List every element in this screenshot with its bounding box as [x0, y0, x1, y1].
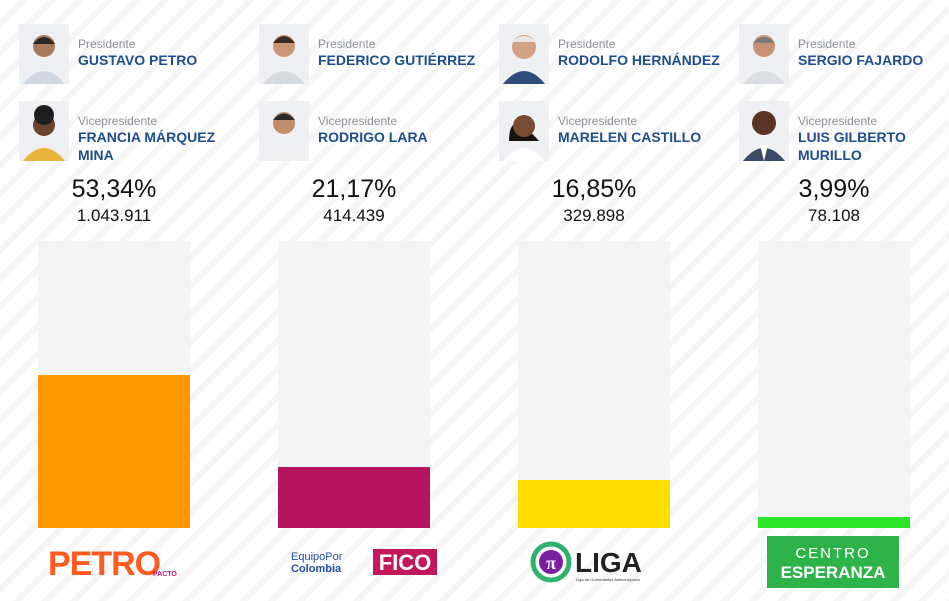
vice-president-role-label: Vicepresidente	[78, 114, 158, 128]
percentage-label: 16,85%	[551, 175, 637, 203]
percentage-label: 21,17%	[311, 175, 397, 203]
liga-logo: π LIGA Liga de Gobernantes Anticorrupció…	[500, 532, 700, 592]
vice-president-card: Vicepresidente LUIS GILBERTO MURILLO	[739, 101, 949, 163]
president-name: SERGIO FAJARDO	[798, 52, 924, 68]
candidate-column-liga: Presidente RODOLFO HERNÁNDEZ Vicepreside…	[480, 0, 720, 601]
vice-president-role-label: Vicepresidente	[318, 114, 398, 128]
vice-president-card: Vicepresidente FRANCIA MÁRQUEZ MINA	[19, 101, 239, 163]
bar-liga	[518, 479, 670, 528]
vice-president-role-label: Vicepresidente	[558, 114, 638, 128]
centro-esperanza-logo-line2: ESPERANZA	[781, 563, 886, 582]
centro-esperanza-logo-line1: CENTRO	[795, 545, 870, 562]
president-photo-avatar	[259, 24, 309, 84]
fico-logo-text: FICO	[379, 550, 432, 575]
vice-president-photo-avatar	[739, 101, 789, 161]
percentage-label: 53,34%	[71, 175, 157, 203]
liga-logo-symbol: π	[546, 553, 556, 573]
candidate-column-fico: Presidente FEDERICO GUTIÉRREZ Vicepresid…	[240, 0, 480, 601]
percentage-label: 3,99%	[798, 175, 870, 203]
petro-logo: PETRO PACTO	[20, 532, 220, 592]
fico-logo-line2: Colombia	[291, 563, 342, 575]
fico-logo-line1: EquipoPor	[291, 551, 343, 563]
bar-track	[278, 241, 430, 528]
vice-president-name: FRANCIA MÁRQUEZ MINA	[78, 129, 216, 163]
vice-president-name: LUIS GILBERTO MURILLO	[798, 129, 906, 163]
candidate-column-centro-esperanza: Presidente SERGIO FAJARDO Vicepresidente…	[720, 0, 949, 601]
bar-centro-esperanza	[758, 516, 910, 528]
liga-logo-small-text: Liga de Gobernantes Anticorrupción	[576, 577, 640, 582]
president-card: Presidente FEDERICO GUTIÉRREZ	[259, 24, 479, 86]
vice-president-card: Vicepresidente RODRIGO LARA	[259, 101, 479, 163]
president-photo-avatar	[499, 24, 549, 84]
president-card: Presidente GUSTAVO PETRO	[19, 24, 239, 86]
vice-president-photo-avatar	[499, 101, 549, 161]
liga-logo-text: LIGA	[575, 547, 642, 578]
president-card: Presidente SERGIO FAJARDO	[739, 24, 949, 86]
president-role-label: Presidente	[318, 37, 376, 51]
bar-track	[758, 241, 910, 528]
vice-president-name: RODRIGO LARA	[318, 129, 428, 145]
vice-president-card: Vicepresidente MARELEN CASTILLO	[499, 101, 719, 163]
president-photo-avatar	[19, 24, 69, 84]
president-role-label: Presidente	[798, 37, 856, 51]
bar-track	[38, 241, 190, 528]
petro-logo-small-text: PACTO	[153, 571, 177, 578]
vice-president-photo-avatar	[259, 101, 309, 161]
fico-logo: EquipoPor Colombia FICO	[260, 532, 460, 592]
bar-petro	[38, 374, 190, 528]
president-role-label: Presidente	[78, 37, 136, 51]
president-card: Presidente RODOLFO HERNÁNDEZ	[499, 24, 720, 86]
candidate-column-petro: Presidente GUSTAVO PETRO Vicepresidente …	[0, 0, 240, 601]
votes-label: 329.898	[563, 206, 625, 225]
bar-fico	[278, 467, 430, 528]
votes-label: 78.108	[808, 206, 860, 225]
president-name: FEDERICO GUTIÉRREZ	[318, 52, 476, 68]
centro-esperanza-logo: CENTRO ESPERANZA	[740, 532, 940, 592]
votes-label: 414.439	[323, 206, 385, 225]
president-name: GUSTAVO PETRO	[78, 52, 198, 68]
vice-president-role-label: Vicepresidente	[798, 114, 878, 128]
petro-logo-text: PETRO	[48, 545, 161, 583]
president-name: RODOLFO HERNÁNDEZ	[558, 52, 720, 68]
president-photo-avatar	[739, 24, 789, 84]
svg-text:PETRO: PETRO	[48, 545, 161, 583]
bar-track	[518, 241, 670, 528]
vice-president-photo-avatar	[19, 101, 69, 161]
vice-president-name: MARELEN CASTILLO	[558, 129, 702, 145]
votes-label: 1.043.911	[76, 206, 152, 225]
president-role-label: Presidente	[558, 37, 616, 51]
